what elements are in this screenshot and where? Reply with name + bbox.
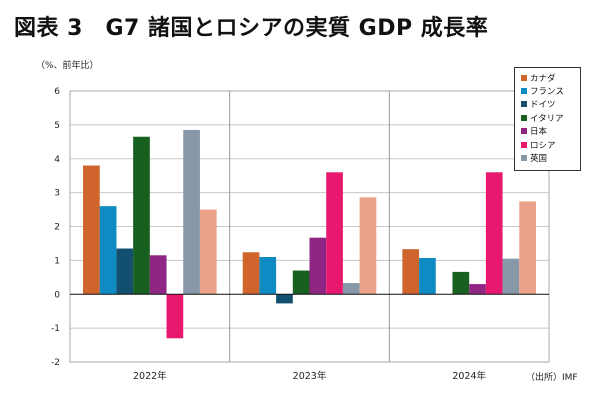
y-tick-label: 5 [54,121,60,131]
bar-ロシア-2022年 [166,294,184,339]
bar-イタリア-2022年 [133,136,150,295]
bar-カナダ-2023年 [242,252,260,295]
legend-label: 日本 [530,127,548,138]
bar-カナダ-2024年 [402,249,420,295]
x-tick-label: 2024年 [452,370,486,382]
legend-item: ロシア [521,138,580,151]
bar-series-7-2024年 [519,201,536,295]
bar-ロシア-2023年 [326,172,343,295]
chart-title: 図表 3 G7 諸国とロシアの実質 GDP 成長率 [14,16,489,41]
legend-label: イタリア [530,113,564,124]
x-tick-label: 2022年 [133,370,167,382]
legend-label: フランス [530,87,564,98]
bar-フランス-2023年 [259,256,277,295]
bar-series-7-2023年 [359,197,377,295]
bar-イタリア-2024年 [452,271,470,295]
bar-ドイツ-2022年 [116,248,134,295]
y-tick-label: -1 [51,324,60,334]
legend-swatch [521,155,527,162]
y-tick-label: 3 [54,189,60,199]
legend-label: カナダ [530,73,556,84]
bar-英国-2023年 [342,283,360,295]
bar-ドイツ-2023年 [276,294,293,304]
y-tick-label: 2 [54,223,60,233]
x-tick-label: 2023年 [293,370,327,382]
bar-フランス-2022年 [99,206,117,295]
bar-フランス-2024年 [419,258,436,295]
y-axis-unit-label: （%、前年比） [36,61,99,71]
legend-item: ドイツ [521,98,580,111]
bar-日本-2023年 [309,237,327,295]
y-tick-label: -2 [51,358,60,368]
legend-item: フランス [521,84,580,97]
legend-swatch [521,128,527,135]
legend-item: 英国 [521,151,580,164]
plot-frame [69,90,550,363]
legend-label: ロシア [530,140,556,151]
legend-swatch [521,88,527,95]
bar-ロシア-2024年 [485,172,503,295]
y-tick-label: 0 [54,290,60,300]
bar-英国-2024年 [502,258,520,295]
legend-swatch [521,101,527,108]
bar-series-7-2022年 [199,209,217,295]
bar-英国-2022年 [183,129,200,295]
bar-日本-2022年 [149,255,167,295]
legend-item: 日本 [521,125,580,138]
legend-label: ドイツ [530,100,556,111]
y-tick-label: 1 [54,256,60,266]
legend-swatch [521,141,527,148]
legend-swatch [521,74,527,81]
bar-イタリア-2023年 [292,270,310,295]
legend-item: イタリア [521,111,580,124]
legend: カナダフランスドイツイタリア日本ロシア英国 [514,67,581,171]
source-note: （出所）IMF [526,373,578,383]
legend-label: 英国 [530,154,548,165]
bar-日本-2024年 [469,284,486,295]
y-tick-label: 4 [54,155,60,165]
legend-swatch [521,114,527,121]
y-tick-label: 6 [54,87,60,97]
bar-カナダ-2022年 [83,165,100,295]
legend-item: カナダ [521,71,580,84]
